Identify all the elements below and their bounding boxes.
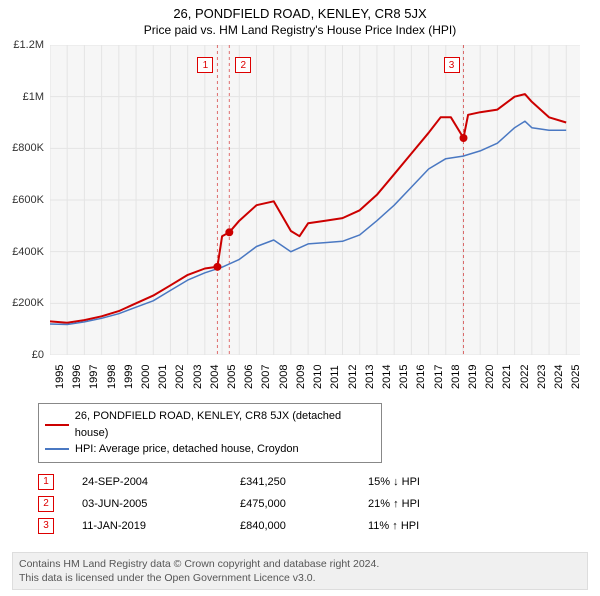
legend-row: HPI: Average price, detached house, Croy… [45, 441, 375, 458]
transaction-marker: 2 [235, 57, 251, 73]
transaction-marker: 1 [197, 57, 213, 73]
footer-line-2: This data is licensed under the Open Gov… [19, 571, 581, 585]
legend-swatch [45, 448, 69, 450]
transaction-price: £475,000 [240, 493, 320, 515]
transaction-row: 2 03-JUN-2005 £475,000 21% ↑ HPI [38, 493, 600, 515]
transaction-marker-small: 1 [38, 474, 54, 490]
transactions-table: 1 24-SEP-2004 £341,250 15% ↓ HPI 2 03-JUN-200… [38, 471, 600, 537]
footer-attribution: Contains HM Land Registry data © Crown c… [12, 552, 588, 590]
transaction-date: 24-SEP-2004 [82, 471, 192, 493]
chart-title: 26, PONDFIELD ROAD, KENLEY, CR8 5JX [0, 6, 600, 21]
y-tick-label: £0 [32, 349, 44, 361]
transaction-date: 03-JUN-2005 [82, 493, 192, 515]
transaction-marker: 3 [444, 57, 460, 73]
transaction-pct: 21% ↑ HPI [368, 493, 468, 515]
y-tick-label: £800K [12, 142, 44, 154]
legend: 26, PONDFIELD ROAD, KENLEY, CR8 5JX (det… [38, 403, 382, 463]
transaction-marker-small: 3 [38, 518, 54, 534]
chart-svg [50, 45, 580, 355]
y-tick-label: £200K [12, 297, 44, 309]
transaction-price: £341,250 [240, 471, 320, 493]
arrow-icon: ↑ [392, 515, 398, 537]
y-tick-label: £1.2M [13, 39, 44, 51]
legend-swatch [45, 424, 69, 426]
transaction-pct: 11% ↑ HPI [368, 515, 468, 537]
y-tick-label: £400K [12, 246, 44, 258]
footer-line-1: Contains HM Land Registry data © Crown c… [19, 557, 581, 571]
transaction-row: 3 11-JAN-2019 £840,000 11% ↑ HPI [38, 515, 600, 537]
legend-label: 26, PONDFIELD ROAD, KENLEY, CR8 5JX (det… [75, 408, 375, 441]
arrow-icon: ↓ [393, 471, 399, 493]
y-tick-label: £600K [12, 194, 44, 206]
transaction-marker-small: 2 [38, 496, 54, 512]
chart-subtitle: Price paid vs. HM Land Registry's House … [0, 23, 600, 37]
transaction-price: £840,000 [240, 515, 320, 537]
transaction-date: 11-JAN-2019 [82, 515, 192, 537]
transaction-row: 1 24-SEP-2004 £341,250 15% ↓ HPI [38, 471, 600, 493]
legend-label: HPI: Average price, detached house, Croy… [75, 441, 299, 458]
y-tick-label: £1M [23, 91, 44, 103]
arrow-icon: ↑ [393, 493, 399, 515]
transaction-pct: 15% ↓ HPI [368, 471, 468, 493]
chart-area: £0£200K£400K£600K£800K£1M£1.2M1995199619… [50, 45, 580, 355]
legend-row: 26, PONDFIELD ROAD, KENLEY, CR8 5JX (det… [45, 408, 375, 441]
